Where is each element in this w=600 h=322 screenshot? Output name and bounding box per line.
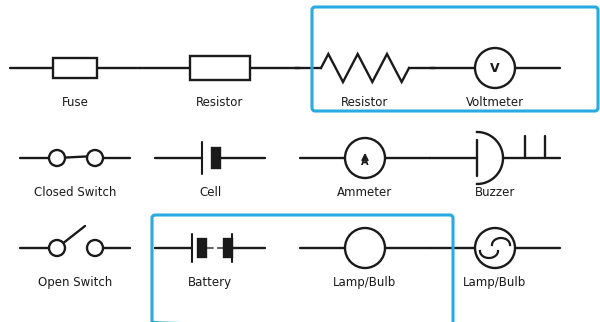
Circle shape — [475, 48, 515, 88]
Text: A: A — [361, 157, 369, 167]
Bar — [224, 239, 232, 257]
Text: Lamp/Bulb: Lamp/Bulb — [334, 276, 397, 289]
Bar — [53, 58, 97, 78]
Text: Buzzer: Buzzer — [475, 186, 515, 199]
Text: Closed Switch: Closed Switch — [34, 186, 116, 199]
Circle shape — [475, 228, 515, 268]
Circle shape — [87, 240, 103, 256]
Bar — [190, 56, 250, 80]
Text: Open Switch: Open Switch — [38, 276, 112, 289]
Bar — [212, 148, 220, 168]
Text: Ammeter: Ammeter — [337, 186, 392, 199]
Circle shape — [49, 240, 65, 256]
Bar — [198, 239, 206, 257]
Circle shape — [345, 138, 385, 178]
Circle shape — [345, 228, 385, 268]
Text: Battery: Battery — [188, 276, 232, 289]
Circle shape — [87, 150, 103, 166]
Circle shape — [49, 150, 65, 166]
Text: Resistor: Resistor — [341, 96, 389, 109]
Text: V: V — [490, 62, 500, 74]
Text: Lamp/Bulb: Lamp/Bulb — [463, 276, 527, 289]
Text: Voltmeter: Voltmeter — [466, 96, 524, 109]
Text: Fuse: Fuse — [62, 96, 88, 109]
Text: Resistor: Resistor — [196, 96, 244, 109]
Text: Cell: Cell — [199, 186, 221, 199]
